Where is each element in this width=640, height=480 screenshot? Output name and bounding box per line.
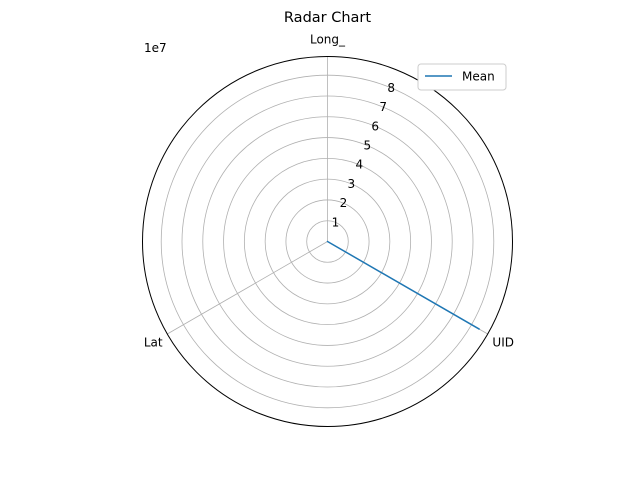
rtick-label-2: 2: [340, 196, 348, 210]
legend-box: [417, 63, 507, 91]
rtick-label-5: 5: [363, 138, 371, 152]
axis-label-long: Long_: [310, 33, 346, 47]
rtick-label-3: 3: [348, 177, 356, 191]
rtick-label-8: 8: [387, 81, 395, 95]
rtick-label-7: 7: [379, 100, 387, 114]
axis-label-uid: UID: [492, 336, 514, 350]
axis-label-lat: Lat: [144, 336, 163, 350]
legend: Mean: [417, 63, 507, 91]
axis-layer: UID Long_ Lat: [142, 33, 514, 427]
legend-label-mean: Mean: [462, 70, 495, 84]
scale-exponent-label: 1e7: [144, 41, 167, 55]
rtick-label-1: 1: [332, 215, 340, 229]
series-line-mean: [326, 240, 480, 330]
chart-title: Radar Chart: [284, 10, 371, 26]
rtick-label-4: 4: [355, 158, 363, 172]
rtick-label-6: 6: [371, 119, 379, 133]
spoke-lat: [167, 241, 328, 335]
outer-frame: [142, 56, 513, 427]
series-layer: [326, 240, 480, 330]
